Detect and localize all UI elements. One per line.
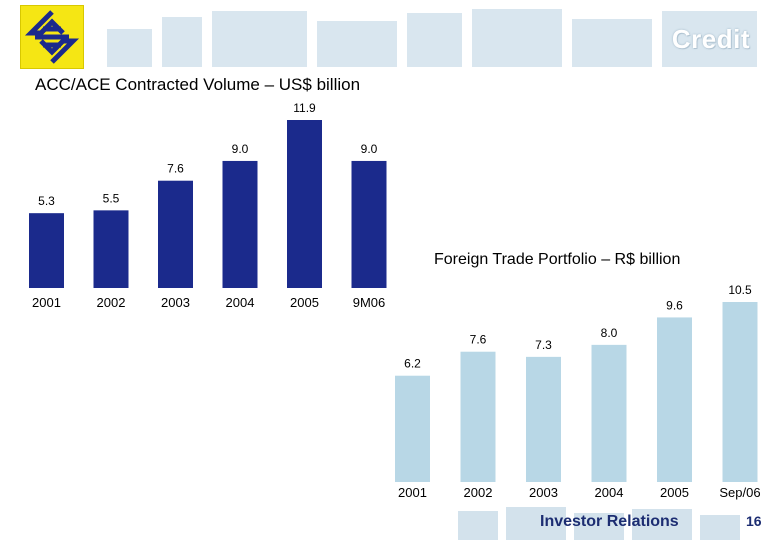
chart2-bar <box>460 351 496 482</box>
chart2-data-label: 10.5 <box>728 283 752 297</box>
chart1-bar <box>222 160 258 288</box>
chart1-tick-label: 2003 <box>161 295 190 310</box>
chart1-bar <box>287 120 322 288</box>
chart1-bar <box>29 213 64 288</box>
chart1-tick-label: 2002 <box>97 295 126 310</box>
footer-decoration <box>458 505 758 540</box>
footer-label: Investor Relations <box>540 513 679 530</box>
chart1-tick-label: 2001 <box>32 295 61 310</box>
chart1-data-label: 5.3 <box>38 194 55 208</box>
chart2-data-label: 7.6 <box>470 333 487 347</box>
chart1-data-label: 9.0 <box>232 142 249 156</box>
chart1-tick-label: 2004 <box>226 295 255 310</box>
chart2-bar <box>395 375 430 482</box>
chart2-data-label: 6.2 <box>404 357 421 371</box>
chart2-tick-label: 2005 <box>660 485 689 500</box>
chart1-bar <box>351 160 387 288</box>
chart1-title: ACC/ACE Contracted Volume – US$ billion <box>35 75 361 94</box>
chart2-bar <box>526 356 561 482</box>
chart1-data-label: 11.9 <box>293 101 316 115</box>
chart1-tick-label: 9M06 <box>353 295 386 310</box>
chart1-data-label: 5.5 <box>103 191 120 205</box>
page-title: Credit <box>671 24 750 54</box>
chart2-tick-label: 2004 <box>595 485 624 500</box>
chart2-tick-label: 2002 <box>464 485 493 500</box>
chart1-bar <box>158 180 193 288</box>
chart1-bar <box>93 210 129 288</box>
chart2-bar <box>722 302 758 482</box>
header-decoration <box>107 9 757 67</box>
chart1-data-label: 9.0 <box>361 142 378 156</box>
chart2-bar <box>591 344 627 482</box>
chart2-bar <box>657 317 692 482</box>
chart2-tick-label: 2001 <box>398 485 427 500</box>
chart1-data-label: 7.6 <box>167 162 184 176</box>
banco-do-brasil-logo-icon <box>20 5 84 69</box>
chart2-data-label: 8.0 <box>601 326 618 340</box>
chart2-tick-label: 2003 <box>529 485 558 500</box>
chart2-tick-label: Sep/06 <box>719 485 760 500</box>
chart1-tick-label: 2005 <box>290 295 319 310</box>
chart2-data-label: 7.3 <box>535 338 552 352</box>
chart2-title: Foreign Trade Portfolio – R$ billion <box>434 251 681 268</box>
page-number: 16 <box>746 513 762 529</box>
chart2-data-label: 9.6 <box>666 298 683 312</box>
